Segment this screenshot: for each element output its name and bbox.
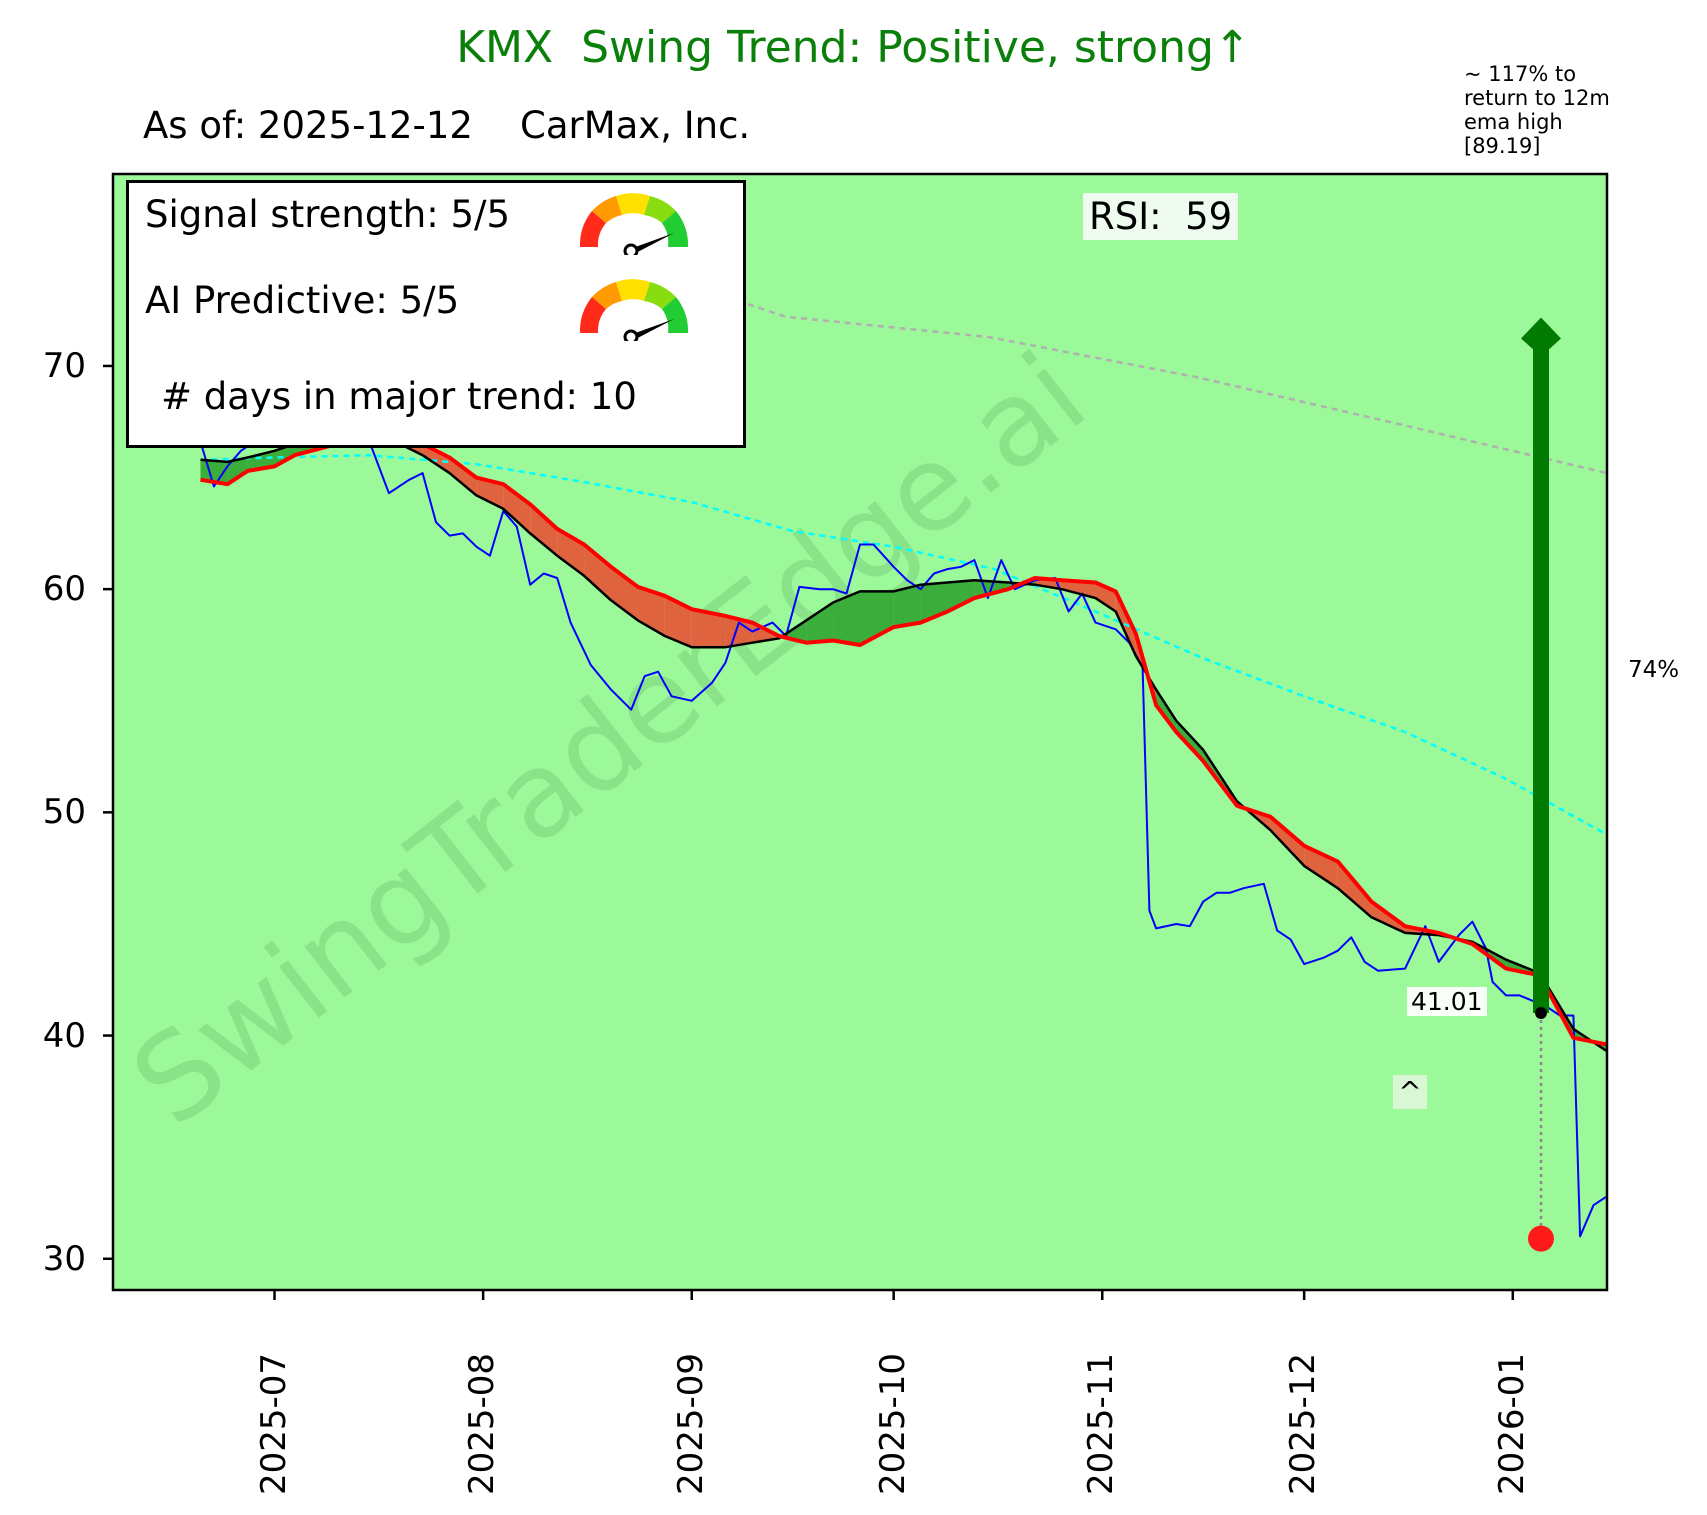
x-tick-label: 2026-01	[1491, 1352, 1532, 1495]
x-tick-label: 2025-10	[872, 1352, 913, 1495]
rsi-label: RSI: 59	[1083, 193, 1239, 240]
bearish-fill-segment	[503, 484, 531, 534]
target-arrow-head	[1521, 317, 1561, 357]
bearish-fill-segment	[1337, 861, 1372, 918]
signal-legend-box: Signal strength: 5/5 AI Predictive: 5/5 …	[126, 180, 746, 448]
axes	[111, 172, 1609, 1292]
bearish-fill-segment	[611, 566, 638, 621]
series-line-slow-swing	[200, 431, 1607, 1053]
bullish-fill-segment	[806, 602, 834, 643]
last-close-dot	[1535, 1007, 1547, 1020]
bearish-fill-segment	[725, 615, 753, 648]
signal-strength-label: Signal strength: 5/5	[145, 193, 511, 236]
days-in-trend-label: # days in major trend: 10	[161, 375, 637, 418]
bullish-fill-segment	[227, 457, 248, 485]
stop-level-dot	[1528, 1225, 1554, 1252]
y-tick-label: 30	[42, 1238, 86, 1279]
plot-frame	[111, 172, 1609, 1292]
chart-subtitle: As of: 2025-12-12 CarMax, Inc.	[143, 104, 751, 147]
y-tick-label: 50	[42, 792, 86, 833]
note-line: ~ 117% to	[1464, 62, 1577, 86]
note-line: ema high	[1464, 110, 1563, 134]
x-tick-label: 2025-08	[462, 1352, 503, 1495]
ema-high-note: ~ 117% to return to 12m ema high [89.19]	[1464, 62, 1704, 158]
bearish-fill-segment	[691, 609, 726, 648]
target-percent-label: 74%	[1628, 657, 1680, 683]
chart-title: KMX Swing Trend: Positive, strong↑	[456, 22, 1251, 73]
bearish-fill-segment	[1270, 816, 1305, 866]
y-tick-label: 40	[42, 1015, 86, 1056]
bearish-fill-segment	[1304, 845, 1338, 889]
ai-predictive-label: AI Predictive: 5/5	[145, 279, 460, 322]
bearish-fill-segment	[584, 544, 611, 601]
trend-marker: ^	[1393, 1075, 1427, 1109]
bullish-fill-segment	[1156, 689, 1177, 732]
x-tick-label: 2025-12	[1283, 1352, 1324, 1495]
y-tick-label: 60	[42, 569, 86, 610]
axis-ticks	[103, 364, 1515, 1300]
series-line-price	[199, 414, 1607, 1238]
series-line-ema-medium	[200, 453, 1607, 836]
bearish-fill-segment	[476, 477, 504, 509]
bearish-fill-segment	[664, 595, 692, 648]
bearish-fill-segment	[449, 457, 477, 496]
bearish-fill-segment	[530, 504, 558, 556]
ai-gauge-icon	[579, 279, 689, 341]
bearish-fill-segment	[422, 444, 450, 474]
x-tick-label: 2025-09	[670, 1352, 711, 1495]
target-arrow	[1521, 317, 1561, 1252]
bearish-fill-segment	[1061, 580, 1096, 599]
x-tick-label: 2025-11	[1081, 1352, 1122, 1495]
last-price-label: 41.01	[1407, 987, 1487, 1016]
bullish-fill-segment	[893, 584, 921, 628]
bullish-fill-segment	[947, 580, 975, 612]
note-line: return to 12m	[1464, 86, 1610, 110]
note-line: [89.19]	[1464, 134, 1541, 158]
bullish-fill-segment	[833, 591, 860, 645]
signal-gauge-icon	[579, 193, 689, 255]
x-tick-label: 2025-07	[253, 1352, 294, 1495]
y-tick-label: 70	[42, 345, 86, 386]
